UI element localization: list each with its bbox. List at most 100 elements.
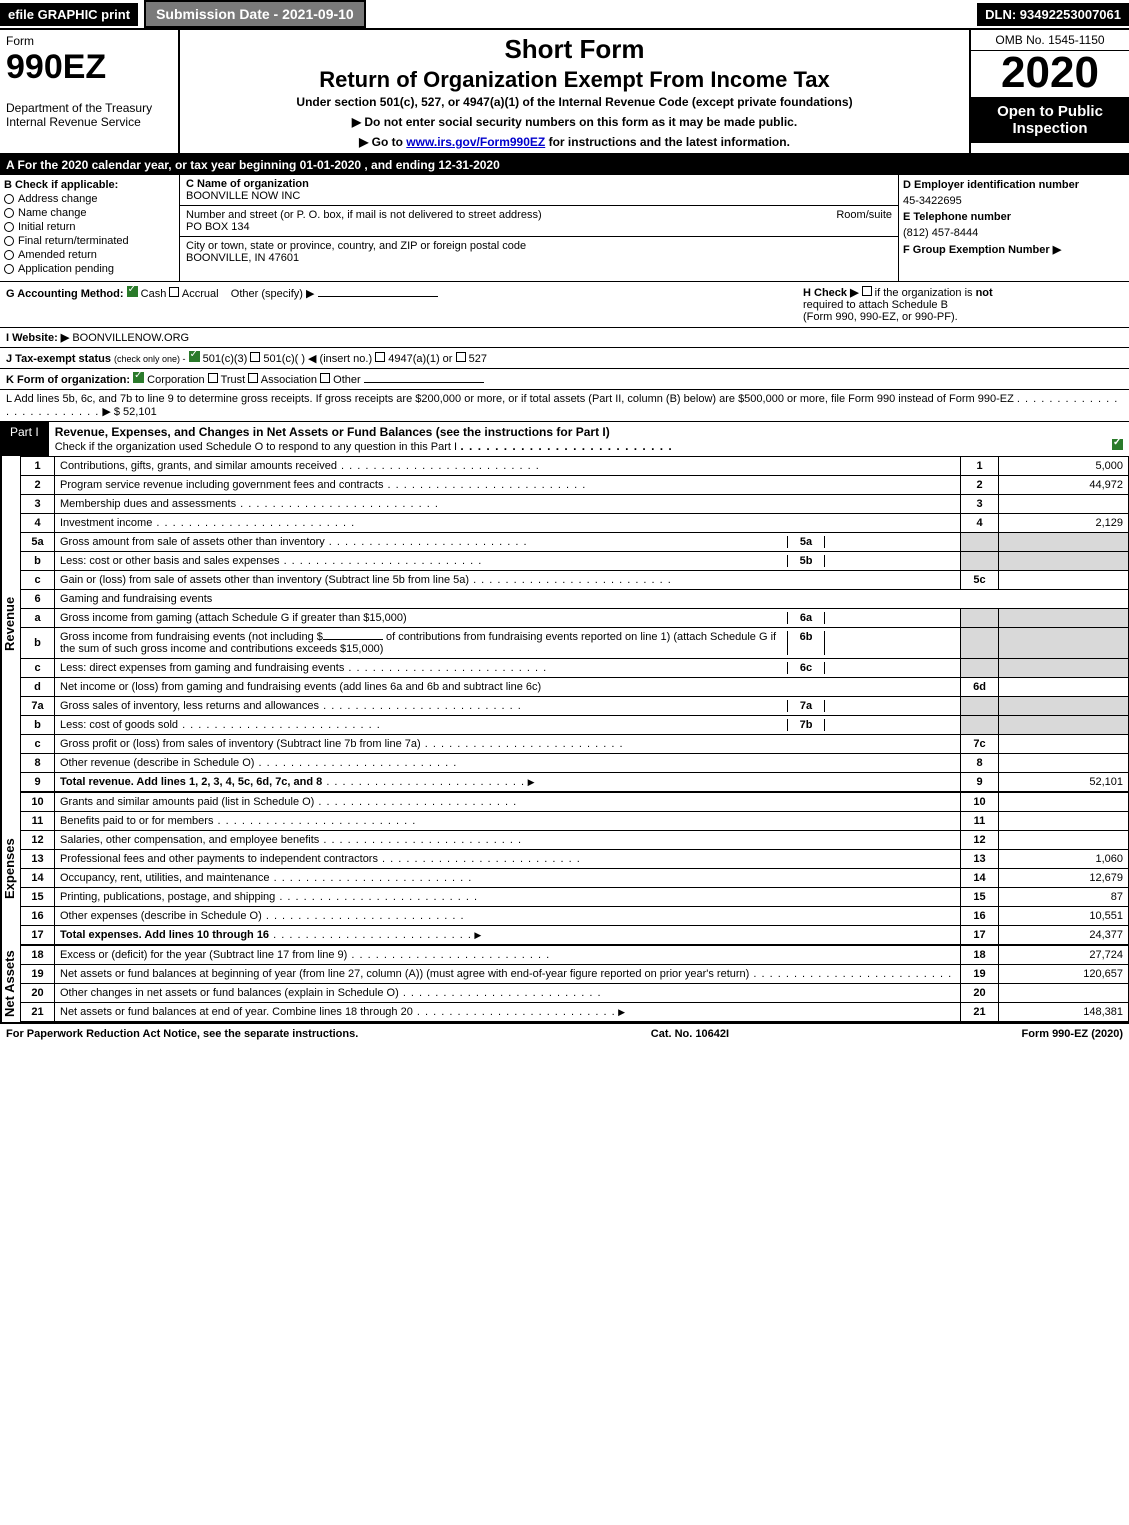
line-desc: Salaries, other compensation, and employ… bbox=[55, 831, 961, 850]
instr2-post: for instructions and the latest informat… bbox=[545, 135, 790, 149]
phone-value: (812) 457-8444 bbox=[903, 227, 1125, 239]
box-icon[interactable] bbox=[169, 287, 179, 297]
line-amount: 148,381 bbox=[999, 1003, 1129, 1022]
line-num: c bbox=[21, 571, 55, 590]
box-icon[interactable] bbox=[248, 373, 258, 383]
header-left: Form 990EZ Department of the Treasury In… bbox=[0, 30, 180, 153]
col-c: C Name of organization BOONVILLE NOW INC… bbox=[180, 175, 899, 281]
chk-final-return[interactable]: Final return/terminated bbox=[4, 235, 175, 247]
instruction-2: ▶ Go to www.irs.gov/Form990EZ for instru… bbox=[188, 135, 961, 149]
chk-initial-return[interactable]: Initial return bbox=[4, 221, 175, 233]
line-box: 21 bbox=[961, 1003, 999, 1022]
main-title: Return of Organization Exempt From Incom… bbox=[188, 67, 961, 93]
line-amount bbox=[999, 495, 1129, 514]
irs-link[interactable]: www.irs.gov/Form990EZ bbox=[406, 135, 545, 149]
line-num: 16 bbox=[21, 907, 55, 926]
checkbox-icon bbox=[4, 194, 14, 204]
shade-amt bbox=[999, 533, 1129, 552]
k-trust: Trust bbox=[221, 374, 246, 386]
chk-name-change[interactable]: Name change bbox=[4, 207, 175, 219]
j-opt1: 501(c)(3) bbox=[203, 353, 248, 365]
table-row: 14Occupancy, rent, utilities, and mainte… bbox=[21, 869, 1129, 888]
line-desc: Other revenue (describe in Schedule O) bbox=[55, 754, 961, 773]
line-box: 19 bbox=[961, 965, 999, 984]
box-icon[interactable] bbox=[208, 373, 218, 383]
line-box: 5c bbox=[961, 571, 999, 590]
header-center: Short Form Return of Organization Exempt… bbox=[180, 30, 969, 153]
line-amount: 44,972 bbox=[999, 476, 1129, 495]
box-icon[interactable] bbox=[250, 352, 260, 362]
checkbox-icon bbox=[4, 264, 14, 274]
line-amount: 1,060 bbox=[999, 850, 1129, 869]
row-gh: G Accounting Method: Cash Accrual Other … bbox=[0, 282, 1129, 328]
topbar-left: efile GRAPHIC print Submission Date - 20… bbox=[0, 0, 366, 28]
table-row: 17Total expenses. Add lines 10 through 1… bbox=[21, 926, 1129, 945]
line-num: b bbox=[21, 716, 55, 735]
tax-year: 2020 bbox=[971, 51, 1129, 95]
box-icon[interactable] bbox=[456, 352, 466, 362]
form-word: Form bbox=[6, 34, 172, 48]
checkmark-icon bbox=[127, 286, 138, 297]
instruction-1: ▶ Do not enter social security numbers o… bbox=[188, 115, 961, 129]
k-other-blank[interactable] bbox=[364, 382, 484, 383]
table-row: cLess: direct expenses from gaming and f… bbox=[21, 659, 1129, 678]
line-num: d bbox=[21, 678, 55, 697]
line-num: c bbox=[21, 659, 55, 678]
g-other-blank[interactable] bbox=[318, 296, 438, 297]
checkmark-icon bbox=[189, 351, 200, 362]
open-inspection: Open to Public Inspection bbox=[971, 97, 1129, 143]
line-num: 20 bbox=[21, 984, 55, 1003]
shade-amt bbox=[999, 716, 1129, 735]
inner-box: 5b bbox=[787, 555, 825, 567]
footer-left: For Paperwork Reduction Act Notice, see … bbox=[6, 1028, 358, 1040]
line-box: 18 bbox=[961, 946, 999, 965]
line-desc: Gross sales of inventory, less returns a… bbox=[55, 697, 961, 716]
row-j: J Tax-exempt status (check only one) - 5… bbox=[0, 348, 1129, 369]
table-row: 10Grants and similar amounts paid (list … bbox=[21, 793, 1129, 812]
i-label: I Website: ▶ bbox=[6, 332, 69, 344]
table-row: 18Excess or (deficit) for the year (Subt… bbox=[21, 946, 1129, 965]
line-desc: Net assets or fund balances at beginning… bbox=[55, 965, 961, 984]
info-grid: B Check if applicable: Address change Na… bbox=[0, 175, 1129, 282]
table-row: 15Printing, publications, postage, and s… bbox=[21, 888, 1129, 907]
box-icon[interactable] bbox=[862, 286, 872, 296]
line-desc: Net assets or fund balances at end of ye… bbox=[55, 1003, 961, 1022]
line-desc: Other expenses (describe in Schedule O) bbox=[55, 907, 961, 926]
line-num: 17 bbox=[21, 926, 55, 945]
line-desc: Gross income from gaming (attach Schedul… bbox=[55, 609, 961, 628]
chk-application-pending[interactable]: Application pending bbox=[4, 263, 175, 275]
efile-button[interactable]: efile GRAPHIC print bbox=[0, 3, 138, 26]
subtitle: Under section 501(c), 527, or 4947(a)(1)… bbox=[188, 95, 961, 109]
submission-date-button[interactable]: Submission Date - 2021-09-10 bbox=[144, 0, 366, 28]
line-amount bbox=[999, 812, 1129, 831]
org-name-row: C Name of organization BOONVILLE NOW INC bbox=[180, 175, 898, 206]
shade-box bbox=[961, 609, 999, 628]
line-box: 14 bbox=[961, 869, 999, 888]
line-num: 14 bbox=[21, 869, 55, 888]
box-icon[interactable] bbox=[320, 373, 330, 383]
line-num: 10 bbox=[21, 793, 55, 812]
line-num: 12 bbox=[21, 831, 55, 850]
org-name-label: C Name of organization bbox=[186, 178, 892, 190]
table-row: 7aGross sales of inventory, less returns… bbox=[21, 697, 1129, 716]
netassets-section: Net Assets 18Excess or (deficit) for the… bbox=[0, 945, 1129, 1022]
line-box: 9 bbox=[961, 773, 999, 792]
line-box: 6d bbox=[961, 678, 999, 697]
table-row: cGain or (loss) from sale of assets othe… bbox=[21, 571, 1129, 590]
table-row: 21Net assets or fund balances at end of … bbox=[21, 1003, 1129, 1022]
line-box: 12 bbox=[961, 831, 999, 850]
inner-amt bbox=[825, 536, 955, 548]
line-desc: Less: cost of goods sold7b bbox=[55, 716, 961, 735]
chk-address-change[interactable]: Address change bbox=[4, 193, 175, 205]
chk-amended-return[interactable]: Amended return bbox=[4, 249, 175, 261]
checkbox-icon bbox=[4, 208, 14, 218]
col-d: D Employer identification number 45-3422… bbox=[899, 175, 1129, 281]
table-row: 2Program service revenue including gover… bbox=[21, 476, 1129, 495]
line-num: 13 bbox=[21, 850, 55, 869]
inner-amt bbox=[825, 700, 955, 712]
line-amount: 120,657 bbox=[999, 965, 1129, 984]
box-icon[interactable] bbox=[375, 352, 385, 362]
h-text3: (Form 990, 990-EZ, or 990-PF). bbox=[803, 311, 1123, 323]
row-g: G Accounting Method: Cash Accrual Other … bbox=[6, 286, 803, 323]
line-amount: 2,129 bbox=[999, 514, 1129, 533]
